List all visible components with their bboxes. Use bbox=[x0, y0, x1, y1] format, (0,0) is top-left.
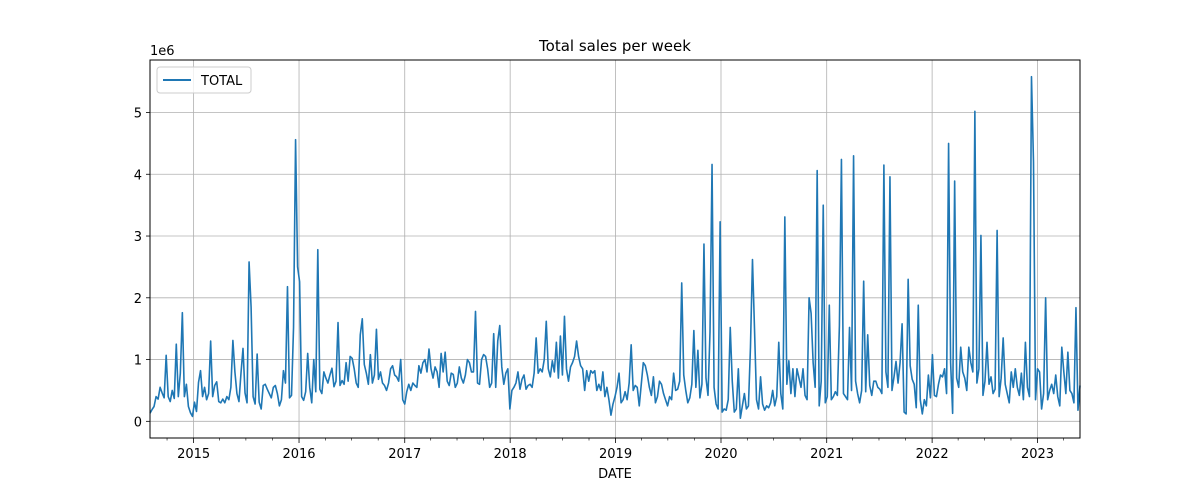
legend-box bbox=[156, 66, 252, 94]
x-axis-label: DATE bbox=[598, 467, 632, 482]
x-tick-label: 2015 bbox=[177, 447, 210, 462]
y-tick-label: 1 bbox=[134, 354, 142, 369]
grid-lines bbox=[150, 60, 1080, 438]
x-tick-label: 2017 bbox=[388, 447, 421, 462]
chart-title: Total sales per week bbox=[538, 37, 691, 55]
y-tick-label: 4 bbox=[134, 168, 142, 183]
x-tick-label: 2019 bbox=[599, 447, 632, 462]
y-tick-label: 5 bbox=[134, 107, 142, 122]
y-tick-label: 2 bbox=[134, 292, 142, 307]
x-tick-label: 2020 bbox=[704, 447, 737, 462]
x-tick-label: 2021 bbox=[810, 447, 843, 462]
plot-area-frame bbox=[149, 59, 1081, 439]
axis-ticks: 0 1 2 3 4 5 2015 2016 2017 2018 2019 2020 2021 2022 20… bbox=[134, 107, 1064, 462]
x-tick-label: 2023 bbox=[1021, 447, 1054, 462]
y-axis-offset-label: 1e6 bbox=[150, 44, 175, 59]
y-tick-label: 3 bbox=[134, 230, 142, 245]
legend-label-total: TOTAL bbox=[200, 74, 243, 89]
x-tick-label: 2018 bbox=[494, 447, 527, 462]
y-tick-label: 0 bbox=[134, 415, 142, 430]
series-line-total bbox=[149, 75, 1081, 420]
x-tick-label: 2016 bbox=[282, 447, 315, 462]
series-layer bbox=[149, 75, 1081, 420]
legend: TOTAL bbox=[156, 66, 252, 94]
x-tick-label: 2022 bbox=[916, 447, 949, 462]
